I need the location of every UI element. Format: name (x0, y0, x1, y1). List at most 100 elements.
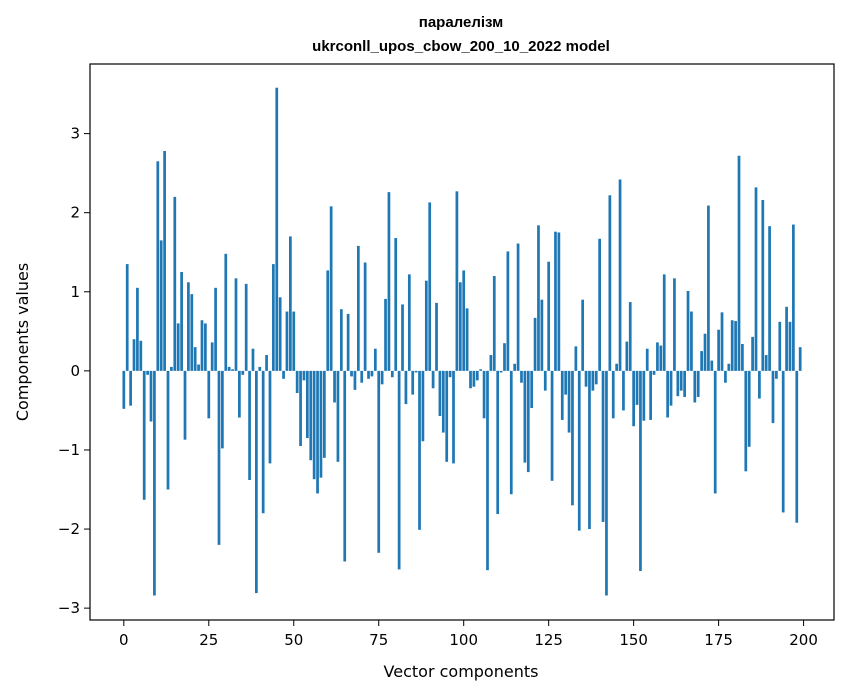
bar-18 (183, 370, 187, 440)
y-axis-label: Components values (13, 263, 32, 421)
bar-70 (360, 370, 364, 383)
bar-33 (234, 278, 238, 371)
bar-54 (305, 370, 309, 439)
bar-136 (584, 370, 588, 387)
bar-48 (285, 311, 289, 371)
bar-49 (289, 236, 292, 371)
bar-45 (275, 87, 279, 371)
bar-163 (676, 370, 680, 397)
bar-80 (394, 238, 398, 371)
x-tick-label: 75 (369, 631, 388, 649)
bar-147 (622, 370, 625, 411)
bar-114 (509, 370, 513, 495)
bar-64 (339, 309, 343, 371)
bar-36 (244, 283, 248, 371)
x-tick-label: 150 (619, 631, 648, 649)
bar-85 (411, 370, 415, 395)
bar-150 (632, 370, 635, 427)
bar-89 (424, 280, 428, 371)
bar-120 (530, 370, 534, 409)
bar-58 (319, 370, 323, 478)
bar-133 (574, 346, 578, 371)
bar-12 (163, 151, 166, 371)
bar-108 (489, 355, 493, 371)
bar-145 (615, 363, 619, 371)
bar-170 (700, 351, 703, 371)
bar-189 (764, 355, 768, 371)
bar-25 (207, 370, 211, 419)
bar-53 (302, 370, 306, 381)
bar-192 (775, 370, 778, 379)
bar-0 (122, 370, 126, 409)
bar-125 (547, 261, 551, 371)
x-tick-label: 0 (119, 631, 129, 649)
bar-28 (217, 370, 221, 545)
bar-27 (214, 287, 217, 371)
bar-11 (159, 240, 163, 371)
bar-5 (139, 340, 143, 371)
chart-subtitle: ukrconll_upos_cbow_200_10_2022 model (312, 38, 610, 55)
y-tick-label: 0 (70, 362, 80, 380)
bar-155 (649, 370, 652, 420)
bar-10 (156, 161, 160, 371)
bar-65 (343, 370, 347, 562)
bar-166 (686, 290, 690, 371)
bar-50 (292, 311, 296, 371)
bar-152 (639, 370, 642, 571)
bar-100 (462, 270, 466, 371)
bar-134 (577, 370, 581, 531)
bar-178 (727, 363, 731, 371)
bar-104 (475, 370, 479, 381)
bar-165 (683, 370, 686, 397)
bar-62 (333, 370, 336, 403)
bar-99 (458, 282, 462, 371)
bar-130 (564, 370, 568, 395)
bar-84 (407, 274, 411, 371)
bar-92 (435, 302, 438, 371)
bar-168 (693, 370, 697, 403)
bar-22 (197, 364, 200, 371)
bar-182 (741, 343, 744, 371)
bar-97 (452, 370, 455, 464)
bar-29 (221, 370, 224, 449)
bar-172 (707, 205, 710, 371)
bar-156 (652, 370, 656, 375)
bar-196 (788, 321, 792, 371)
bar-13 (166, 370, 170, 490)
bar-186 (754, 187, 758, 371)
bar-7 (146, 370, 149, 375)
bar-20 (190, 294, 194, 371)
bar-37 (248, 370, 251, 481)
bar-183 (744, 370, 748, 472)
bar-115 (513, 363, 517, 371)
bar-44 (272, 264, 275, 371)
bar-173 (710, 360, 714, 371)
bar-69 (356, 245, 360, 371)
bar-174 (713, 370, 717, 494)
bar-106 (482, 370, 486, 419)
bar-2 (129, 370, 132, 406)
bar-31 (227, 366, 231, 371)
bar-60 (326, 270, 330, 371)
bar-158 (659, 345, 663, 371)
bar-14 (170, 366, 173, 371)
bar-87 (418, 370, 421, 530)
x-tick-label: 175 (704, 631, 733, 649)
bar-151 (635, 370, 639, 405)
bar-73 (370, 370, 374, 377)
bar-154 (645, 348, 649, 371)
bar-39 (255, 370, 258, 594)
bar-1 (125, 264, 129, 371)
x-tick-label: 50 (284, 631, 303, 649)
bar-81 (397, 370, 401, 570)
bar-141 (601, 370, 605, 522)
bar-26 (210, 342, 214, 371)
bar-30 (224, 253, 228, 371)
bar-194 (781, 370, 785, 513)
bar-142 (605, 370, 608, 596)
bar-107 (486, 370, 489, 571)
bar-175 (717, 329, 720, 371)
bar-109 (492, 275, 496, 371)
y-tick-label: 3 (70, 125, 80, 143)
